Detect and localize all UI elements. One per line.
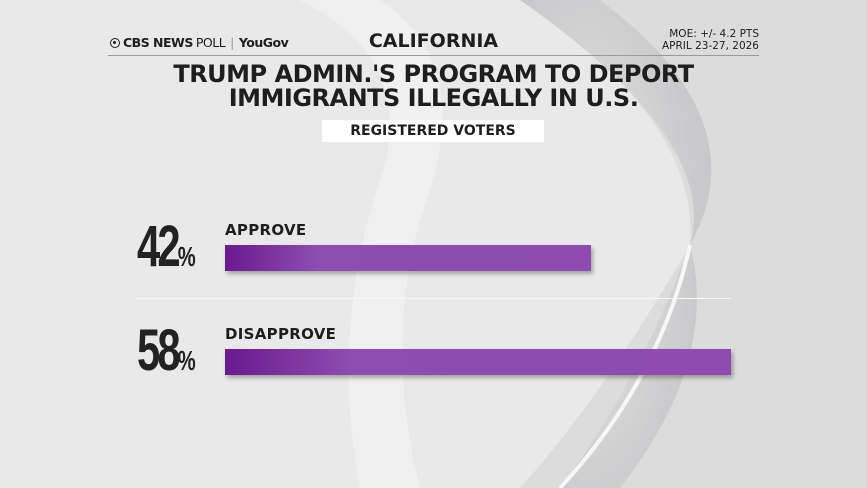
chart-subtitle: REGISTERED VOTERS [322, 120, 544, 142]
cbs-eye-icon [110, 37, 120, 48]
logo-brand: CBS NEWS [123, 35, 193, 50]
margin-of-error: MOE: +/- 4.2 PTS [669, 28, 759, 40]
logo-partner: YouGov [238, 35, 289, 50]
percent-sign: % [177, 345, 196, 376]
category-label: APPROVE [225, 221, 307, 239]
bar-approve [225, 245, 592, 271]
logo-poll: POLL [195, 35, 226, 50]
value-label: 58% [137, 322, 196, 390]
category-label: DISAPPROVE [225, 325, 337, 343]
state-label: CALIFORNIA [368, 30, 499, 52]
value-label: 42% [137, 218, 196, 286]
chart-title: TRUMP ADMIN.'S PROGRAM TO DEPORT IMMIGRA… [173, 60, 694, 112]
row-divider [137, 298, 731, 299]
value-number: 42 [137, 214, 181, 279]
percent-sign: % [177, 241, 196, 272]
poll-dates: APRIL 23-27, 2026 [661, 40, 759, 52]
cbs-yougov-logo: CBS NEWS POLL | YouGov [110, 35, 289, 50]
poll-info: MOE: +/- 4.2 PTS APRIL 23-27, 2026 [662, 28, 759, 52]
value-number: 58 [137, 318, 181, 383]
header-rule [108, 55, 759, 56]
bar-disapprove [225, 349, 731, 375]
